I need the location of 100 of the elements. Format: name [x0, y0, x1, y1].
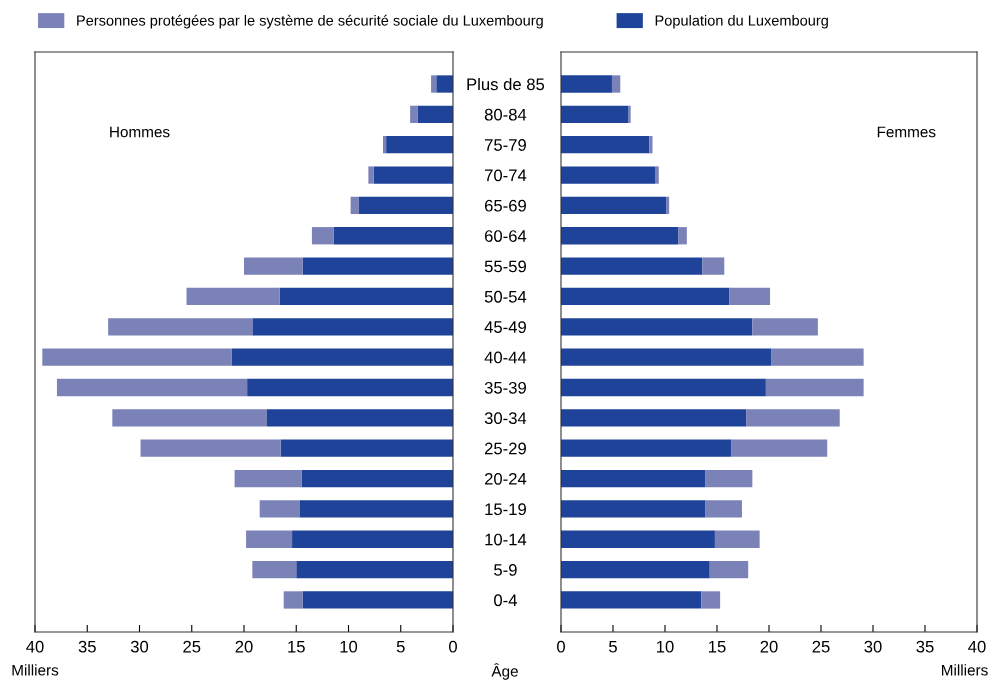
- bar: [561, 318, 753, 336]
- y-tick-label: 50-54: [484, 290, 527, 303]
- bar: [252, 560, 297, 579]
- x-tick-label: 25: [183, 640, 201, 653]
- bar: [311, 227, 334, 245]
- y-tick-label: 65-69: [484, 199, 526, 212]
- bar: [649, 136, 653, 154]
- x-axis-title: Milliers: [942, 664, 988, 676]
- annotation: Femmes: [877, 126, 936, 138]
- bar: [714, 530, 760, 548]
- x-tick-label: 15: [709, 640, 726, 653]
- annotation: Hommes: [110, 126, 170, 138]
- bar: [252, 318, 453, 336]
- x-tick-label: 30: [864, 640, 882, 653]
- bar: [299, 500, 453, 518]
- y-tick-label: 10-14: [485, 533, 527, 546]
- bar: [410, 105, 418, 123]
- x-tick-label: 30: [130, 640, 149, 653]
- bar: [368, 166, 374, 184]
- bar: [561, 530, 715, 548]
- y-tick-label: 60-64: [484, 230, 527, 242]
- bar: [280, 439, 453, 457]
- bar: [234, 469, 302, 488]
- bar: [655, 166, 659, 184]
- bar: [382, 136, 387, 154]
- bar: [292, 530, 453, 548]
- bar: [628, 105, 631, 123]
- bar: [771, 348, 864, 366]
- y-tick-label: 5-9: [494, 564, 517, 576]
- bar: [358, 196, 453, 215]
- bar: [705, 469, 753, 488]
- bar: [561, 591, 702, 609]
- bar: [350, 196, 359, 215]
- bar: [373, 166, 453, 184]
- bar: [746, 409, 840, 427]
- bar: [244, 257, 303, 275]
- bar: [729, 287, 771, 306]
- y-tick-label: 40-44: [484, 351, 527, 364]
- bar: [186, 287, 280, 306]
- bar: [561, 469, 706, 488]
- y-tick-label: 15-19: [485, 503, 526, 516]
- bar: [247, 378, 453, 397]
- bar: [108, 318, 253, 336]
- bar: [301, 469, 453, 488]
- bar: [561, 560, 710, 579]
- y-tick-label: Plus de 85: [467, 77, 545, 91]
- y-axis-title: Âge: [491, 663, 518, 680]
- bar: [279, 287, 453, 306]
- bar: [302, 257, 453, 275]
- bar: [431, 75, 437, 93]
- x-tick-label: 40: [968, 640, 986, 653]
- bar: [752, 318, 818, 336]
- y-tick-label: 35-39: [484, 381, 526, 394]
- x-axis-title: Milliers: [12, 664, 59, 676]
- bar: [765, 378, 864, 397]
- bar: [731, 439, 828, 457]
- bar: [561, 439, 732, 457]
- bar: [561, 257, 703, 275]
- x-tick-label: 5: [396, 640, 405, 653]
- bar: [56, 378, 248, 397]
- x-tick-label: 40: [26, 640, 44, 653]
- y-tick-label: 0-4: [494, 594, 517, 607]
- bar: [266, 409, 453, 427]
- x-tick-label: 5: [609, 640, 617, 653]
- bar: [283, 591, 303, 609]
- x-tick-label: 10: [340, 640, 358, 653]
- bar: [561, 287, 730, 306]
- bar: [561, 227, 679, 245]
- bar: [702, 257, 725, 275]
- bar: [666, 196, 670, 215]
- x-tick-label: 0: [557, 640, 565, 653]
- x-tick-label: 15: [288, 640, 305, 653]
- y-tick-label: 45-49: [484, 321, 526, 333]
- bar: [296, 560, 453, 579]
- bar: [302, 591, 453, 609]
- bar: [701, 591, 721, 609]
- x-tick-label: 10: [657, 640, 674, 653]
- y-tick-label: 30-34: [484, 412, 527, 425]
- bar: [561, 136, 650, 154]
- bar: [561, 166, 656, 184]
- bar: [561, 75, 612, 93]
- bar: [333, 227, 453, 245]
- bar: [417, 105, 453, 123]
- bar: [231, 348, 453, 366]
- bar: [112, 409, 267, 427]
- y-tick-label: 70-74: [484, 169, 527, 182]
- y-tick-label: 20-24: [484, 472, 527, 485]
- x-tick-label: 20: [235, 640, 253, 653]
- bar: [561, 348, 772, 366]
- x-tick-label: 20: [760, 640, 778, 653]
- y-tick-label: 25-29: [484, 442, 526, 455]
- legend-label: Population du Luxembourg: [655, 14, 828, 29]
- bar: [386, 136, 453, 154]
- bar: [246, 530, 293, 548]
- bar: [611, 75, 621, 93]
- bar: [561, 196, 667, 215]
- bar: [259, 500, 300, 518]
- y-tick-label: 75-79: [484, 139, 526, 151]
- bar: [140, 439, 281, 457]
- bar: [678, 227, 687, 245]
